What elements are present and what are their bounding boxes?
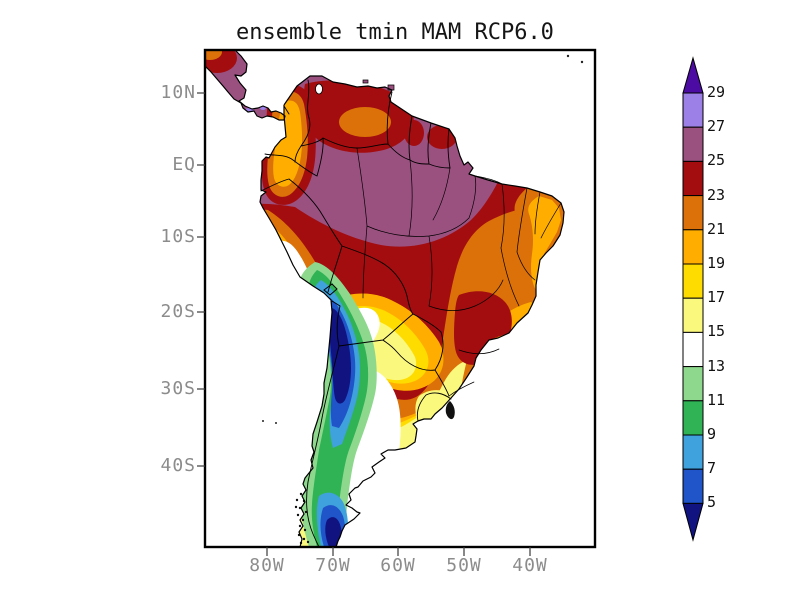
state-borders xyxy=(356,147,562,397)
chart-title: ensemble tmin MAM RCP6.0 xyxy=(236,20,554,45)
colorbar-seg-7-9 xyxy=(682,434,704,470)
colorbar-seg-17-19 xyxy=(682,263,704,299)
band-under-5-altiplano xyxy=(327,307,351,404)
lat-label-40s: 40S xyxy=(160,455,196,476)
colorbar-seg-25-27 xyxy=(682,126,704,162)
lon-label-40w: 40W xyxy=(512,555,548,576)
colorbar-seg-5-7 xyxy=(682,468,704,504)
colorbar-seg-23-25 xyxy=(682,160,704,197)
coastline-south-america xyxy=(259,75,565,548)
colorbar-label-23: 23 xyxy=(707,186,726,204)
map-panel xyxy=(197,48,597,556)
colorbar-seg-21-23 xyxy=(682,195,704,231)
axis-ticks xyxy=(197,92,531,556)
island-margarita xyxy=(362,79,369,84)
colorbar-label-15: 15 xyxy=(707,322,726,340)
small-islands xyxy=(262,54,584,424)
band-19-21-ne-coast xyxy=(528,196,561,290)
lat-label-30s: 30S xyxy=(160,378,196,399)
colorbar-label-17: 17 xyxy=(707,288,726,306)
lon-label-50w: 50W xyxy=(446,555,482,576)
colorbar-arrow-over xyxy=(682,56,704,94)
lon-label-60w: 60W xyxy=(380,555,416,576)
band-21-23-venezuela-spot xyxy=(339,107,391,137)
colorbar-label-29: 29 xyxy=(707,83,726,101)
colorbar-label-21: 21 xyxy=(707,220,726,238)
colorbar xyxy=(682,56,704,542)
colorbar-label-5: 5 xyxy=(707,493,717,511)
colorbar-seg-19-21 xyxy=(682,229,704,265)
country-borders xyxy=(260,79,452,548)
colorbar-label-19: 19 xyxy=(707,254,726,272)
colorbar-seg-11-13 xyxy=(682,366,704,402)
band-23-25-guyana2 xyxy=(427,125,457,149)
lat-label-10s: 10S xyxy=(160,226,196,247)
colorbar-label-27: 27 xyxy=(707,117,726,135)
coastline-central-america xyxy=(204,49,286,121)
lagoon-patos xyxy=(445,401,455,420)
lon-label-70w: 70W xyxy=(315,555,351,576)
colorbar-seg-15-17 xyxy=(682,297,704,333)
lat-label-eq: EQ xyxy=(172,154,196,175)
colorbar-seg-9-11 xyxy=(682,400,704,436)
colorbar-label-7: 7 xyxy=(707,459,717,477)
band-under-5-tierradelfuego xyxy=(325,517,342,547)
colorbar-label-25: 25 xyxy=(707,151,726,169)
colorbar-label-11: 11 xyxy=(707,391,726,409)
band-21-23-centralamerica xyxy=(205,50,222,60)
lake-maracaibo xyxy=(315,83,323,95)
colorbar-arrow-under xyxy=(682,502,704,542)
lat-label-20s: 20S xyxy=(160,301,196,322)
colorbar-label-9: 9 xyxy=(707,425,717,443)
map-frame xyxy=(203,48,597,549)
temperature-field xyxy=(205,50,564,547)
lat-label-10n: 10N xyxy=(160,82,196,103)
colorbar-seg-13-15 xyxy=(682,331,704,368)
lon-label-80w: 80W xyxy=(249,555,285,576)
colorbar-label-13: 13 xyxy=(707,357,726,375)
band-23-25-guyana1 xyxy=(404,120,424,146)
colorbar-seg-27-29 xyxy=(682,92,704,128)
